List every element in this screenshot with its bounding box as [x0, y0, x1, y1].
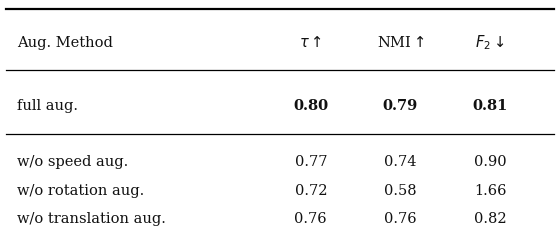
- Text: 0.74: 0.74: [384, 155, 417, 169]
- Text: 0.90: 0.90: [474, 155, 506, 169]
- Text: w/o speed aug.: w/o speed aug.: [17, 155, 128, 169]
- Text: 0.76: 0.76: [384, 211, 417, 225]
- Text: 1.66: 1.66: [474, 184, 506, 198]
- Text: 0.81: 0.81: [472, 98, 508, 112]
- Text: 0.77: 0.77: [295, 155, 327, 169]
- Text: $F_2$$\downarrow$: $F_2$$\downarrow$: [475, 33, 505, 52]
- Text: 0.80: 0.80: [293, 98, 328, 112]
- Text: 0.72: 0.72: [295, 184, 327, 198]
- Text: w/o translation aug.: w/o translation aug.: [17, 211, 166, 225]
- Text: w/o rotation aug.: w/o rotation aug.: [17, 184, 144, 198]
- Text: 0.82: 0.82: [474, 211, 506, 225]
- Text: Aug. Method: Aug. Method: [17, 36, 113, 50]
- Text: $\tau$$\uparrow$: $\tau$$\uparrow$: [300, 35, 322, 50]
- Text: 0.58: 0.58: [384, 184, 417, 198]
- Text: NMI$\uparrow$: NMI$\uparrow$: [376, 35, 424, 50]
- Text: 0.79: 0.79: [383, 98, 418, 112]
- Text: full aug.: full aug.: [17, 98, 78, 112]
- Text: 0.76: 0.76: [295, 211, 327, 225]
